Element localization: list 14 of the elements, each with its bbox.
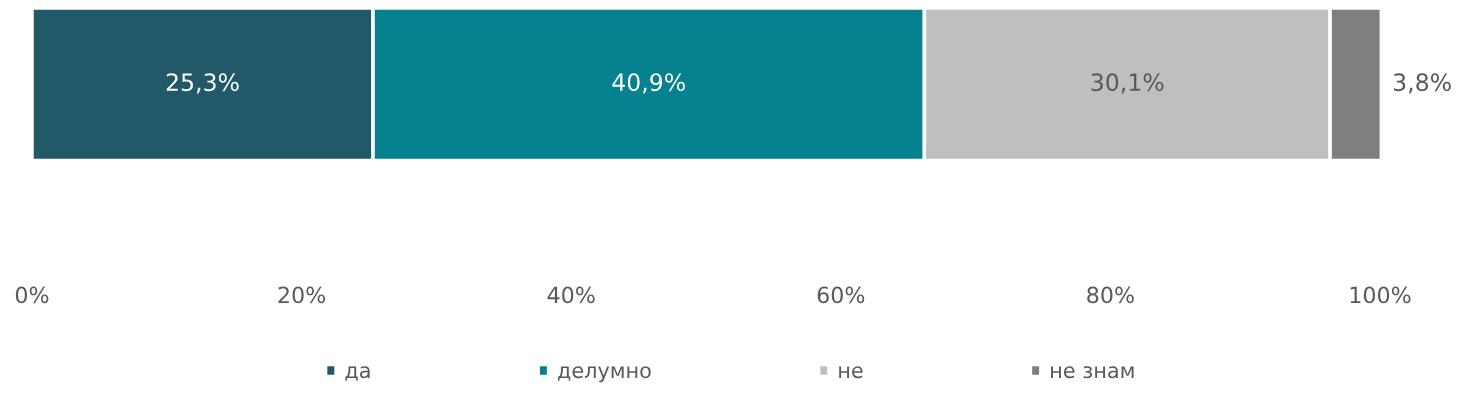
data-label: 40,9% — [612, 73, 685, 94]
legend-label: не — [839, 366, 863, 379]
legend-label: делумно — [558, 366, 651, 383]
legend-label: не знам — [1051, 366, 1134, 379]
data-label: 30,1% — [1091, 73, 1164, 94]
x-tick-label: 0% — [15, 286, 49, 304]
data-label: 3,8% — [1393, 73, 1451, 94]
x-tick-label: 60% — [817, 286, 865, 304]
x-tick-label: 100% — [1350, 286, 1411, 304]
data-label: 25,3% — [166, 73, 239, 94]
x-tick-label: 80% — [1087, 286, 1134, 304]
x-tick-label: 40% — [547, 286, 595, 304]
legend-label: да — [345, 366, 370, 381]
x-tick-label: 20% — [278, 286, 326, 304]
